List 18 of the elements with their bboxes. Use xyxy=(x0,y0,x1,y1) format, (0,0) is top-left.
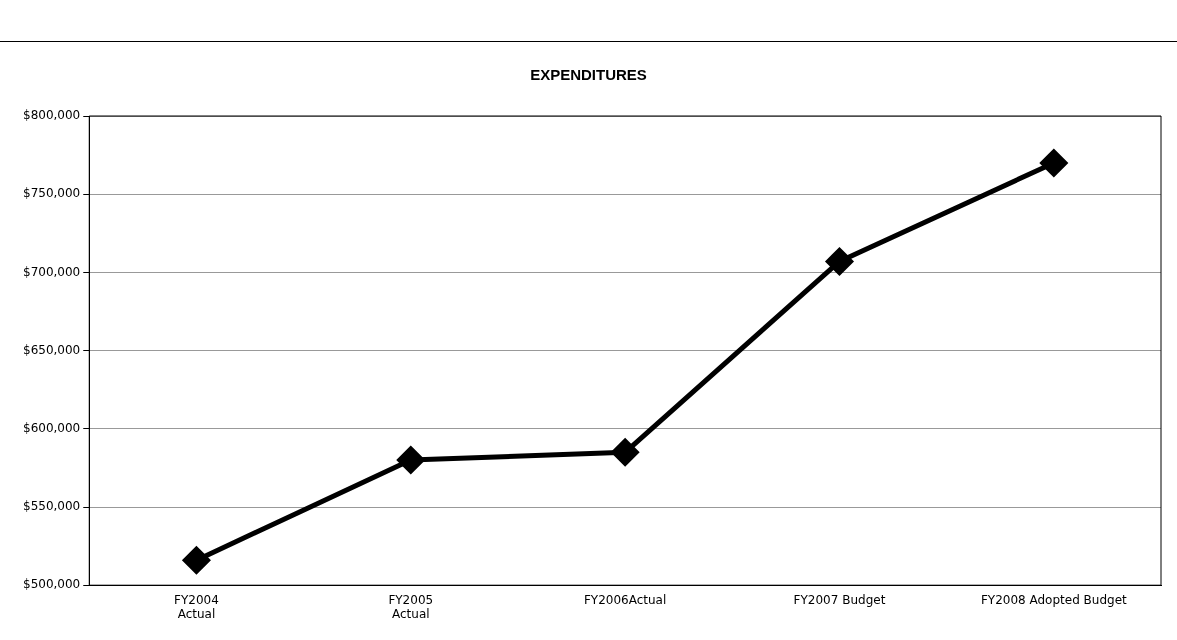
point xyxy=(182,546,210,574)
point xyxy=(1040,149,1068,177)
x-tick-label: FY2008 Adopted Budget xyxy=(980,592,1128,607)
point xyxy=(397,446,425,474)
y-tick-label: $800,000 xyxy=(22,108,81,123)
x-tick-label: FY2007 Budget xyxy=(793,592,886,607)
x-tick-label: FY2004 Actual xyxy=(174,592,219,621)
x-tick-label: FY2005 Actual xyxy=(388,592,434,621)
chart-title: EXPENDITURES xyxy=(529,66,648,83)
y-tick-label: $600,000 xyxy=(22,420,81,435)
y-tick-label: $550,000 xyxy=(22,499,81,514)
point xyxy=(611,438,639,466)
x-tick-label: FY2006Actual xyxy=(583,592,667,607)
y-tick-label: $650,000 xyxy=(22,342,81,357)
y-tick-label: $500,000 xyxy=(22,577,81,592)
y-tick-label: $700,000 xyxy=(22,264,81,279)
point xyxy=(825,247,853,275)
y-tick-label: $750,000 xyxy=(22,186,81,201)
